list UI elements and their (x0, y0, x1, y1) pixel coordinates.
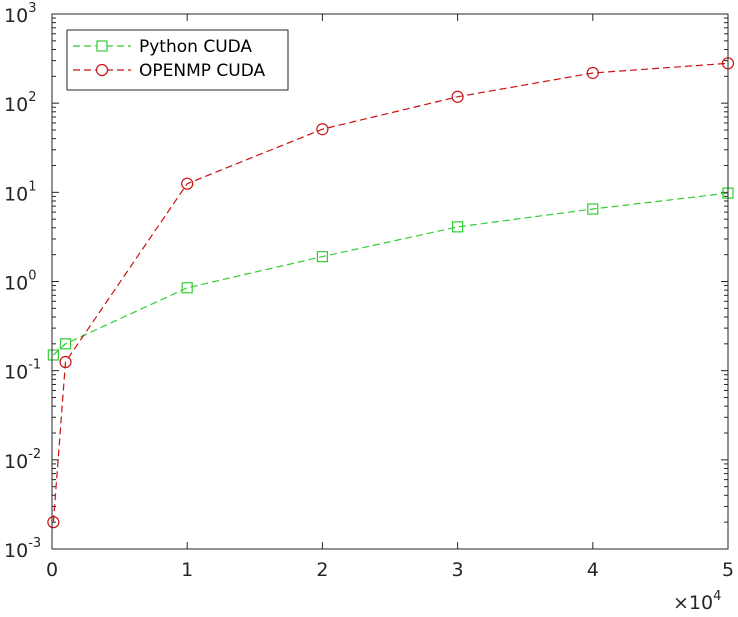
legend-label: OPENMP CUDA (139, 61, 266, 81)
y-tick-base: 10 (4, 94, 28, 116)
y-tick-base: 10 (4, 183, 28, 205)
y-tick-base: 10 (4, 540, 28, 562)
y-tick-base: 10 (4, 273, 28, 295)
x-multiplier-exponent: 4 (713, 589, 721, 604)
data-point (587, 203, 599, 215)
series-line (52, 62, 729, 523)
series-1 (47, 187, 734, 361)
data-point (452, 221, 464, 233)
data-point (59, 338, 72, 350)
plot-area (52, 14, 728, 549)
y-tick-exponent: -1 (28, 358, 41, 373)
x-axis-multiplier: ×104 (673, 589, 721, 613)
data-point (47, 349, 59, 361)
legend-item: Python CUDA (73, 37, 252, 57)
y-tick-label: 10-3 (4, 536, 41, 562)
y-tick-base: 10 (4, 362, 28, 384)
x-tick-label: 2 (316, 559, 328, 581)
data-point (316, 251, 328, 263)
data-point (47, 516, 60, 529)
legend-marker-square (96, 40, 108, 52)
data-point (586, 66, 599, 80)
y-tick-exponent: 3 (28, 1, 36, 16)
y-tick-label: 100 (4, 269, 36, 295)
y-tick-label: 10-1 (4, 358, 41, 384)
data-point (451, 90, 464, 103)
legend-marker-circle (95, 63, 109, 77)
legend-box (66, 29, 289, 91)
y-tick-exponent: 0 (28, 269, 36, 284)
data-point (181, 177, 194, 190)
x-multiplier-base: ×10 (673, 592, 713, 613)
y-tick-exponent: -2 (28, 447, 41, 462)
plot-frame (51, 13, 729, 550)
series-line (52, 192, 729, 356)
y-tick-base: 10 (4, 5, 28, 27)
x-tick-label: 1 (181, 559, 193, 581)
x-tick-label: 3 (452, 559, 464, 581)
legend-item: OPENMP CUDA (73, 61, 266, 81)
y-tick-label: 101 (4, 179, 36, 205)
y-tick-label: 102 (4, 90, 36, 116)
x-tick-label: 5 (722, 559, 734, 581)
legend-label: Python CUDA (139, 37, 252, 57)
data-point (316, 123, 329, 136)
y-tick-exponent: -3 (28, 536, 41, 551)
y-tick-label: 10-2 (4, 447, 41, 473)
y-tick-base: 10 (4, 451, 28, 473)
x-tick-label: 0 (46, 559, 58, 581)
legend: Python CUDA OPENMP CUDA (66, 29, 289, 91)
x-tick-label: 4 (587, 559, 599, 581)
y-tick-exponent: 1 (28, 179, 36, 194)
data-point (59, 355, 72, 369)
y-tick-label: 103 (4, 1, 36, 27)
data-point (181, 282, 193, 294)
y-tick-exponent: 2 (28, 90, 36, 105)
